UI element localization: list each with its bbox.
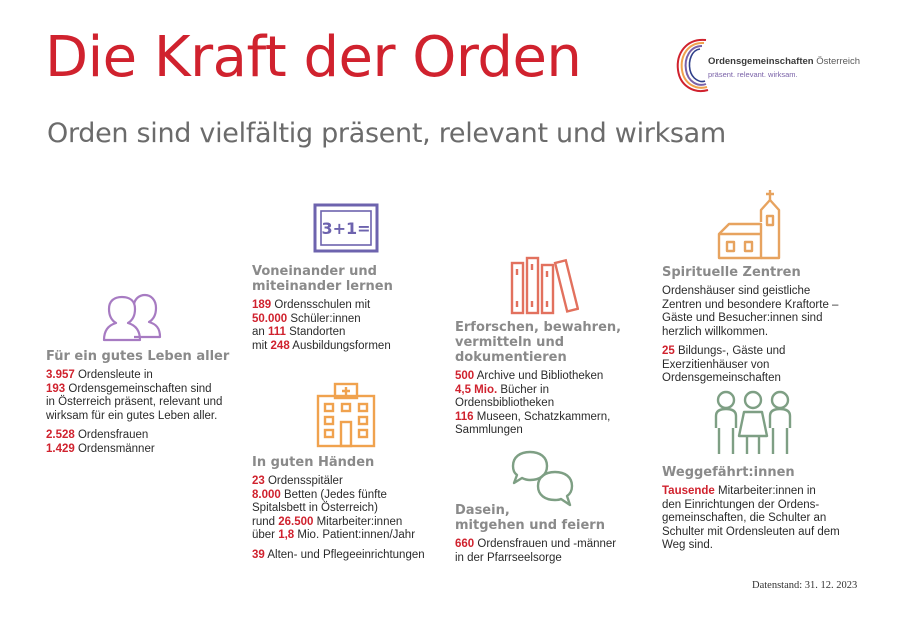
leben-counts: 2.528 Ordensfrauen 1.429 Ordensmänner — [46, 429, 155, 455]
forschen-heading: Erforschen, bewahren, vermitteln und dokum… — [455, 320, 622, 365]
forschen-block: Erforschen, bewahren, vermitteln und dokum… — [455, 320, 655, 438]
lernen-block: Voneinander und miteinander lernen 189 Or… — [252, 264, 452, 353]
spirit-houses: 25 Bildungs-, Gäste und Exerzitienhäuser… — [662, 345, 786, 384]
haende-pflege: 39 Alten- und Pflegeeinrichtungen — [252, 548, 425, 561]
board-text: 3+1= — [321, 219, 370, 238]
two-people-icon — [102, 293, 162, 342]
dasein-text: 660 Ordensfrauen und -männer in der Pfar… — [455, 538, 617, 564]
dasein-block: Dasein, mitgehen und feiern 660 Ordensfra… — [455, 503, 655, 565]
lernen-text: 189 Ordensschulen mit 50.000 Schüler:inn… — [252, 299, 391, 352]
weg-text: Tausende Mitarbeiter:innen in den Einric… — [662, 485, 840, 551]
page-title: Die Kraft der Orden — [45, 25, 582, 90]
logo-swirl-icon — [676, 38, 709, 92]
chalkboard-icon: 3+1= — [313, 203, 379, 253]
haende-block: In guten Händen 23 Ordensspitäler 8.000 … — [252, 455, 462, 562]
weg-heading: Weggefährt:innen — [662, 465, 795, 480]
spirit-block: Spirituelle Zentren Ordenshäuser sind ge… — [662, 265, 867, 386]
logo-tagline: präsent. relevant. wirksam. — [708, 70, 798, 79]
leben-heading: Für ein gutes Leben aller — [46, 349, 230, 364]
logo-name: Ordensgemeinschaften Österreich — [708, 56, 861, 67]
lernen-heading: Voneinander und miteinander lernen — [252, 264, 393, 294]
data-date-footer: Datenstand: 31. 12. 2023 — [752, 580, 858, 591]
hospital-icon — [316, 382, 376, 448]
leben-block: Für ein gutes Leben aller 3.957 Ordensle… — [46, 349, 241, 456]
forschen-text: 500 Archive und Bibliotheken 4,5 Mio. Bü… — [455, 370, 611, 436]
weg-block: Weggefährt:innen Tausende Mitarbeiter:in… — [662, 465, 867, 553]
page-subtitle: Orden sind vielfältig präsent, relevant … — [47, 118, 726, 149]
spirit-heading: Spirituelle Zentren — [662, 265, 801, 280]
church-icon — [717, 190, 781, 260]
haende-heading: In guten Händen — [252, 455, 375, 470]
haende-text: 23 Ordensspitäler 8.000 Betten (Jedes fü… — [252, 475, 416, 541]
books-icon — [510, 256, 579, 315]
dasein-heading: Dasein, mitgehen und feiern — [455, 503, 605, 533]
three-people-icon — [714, 390, 792, 454]
leben-text: 3.957 Ordensleute in 193 Ordensgemeinsch… — [46, 369, 223, 422]
speech-bubbles-icon — [511, 450, 574, 507]
spirit-text: Ordenshäuser sind geistliche Zentren und… — [662, 285, 839, 338]
logo: Ordensgemeinschaften Österreich präsent.… — [674, 32, 874, 102]
